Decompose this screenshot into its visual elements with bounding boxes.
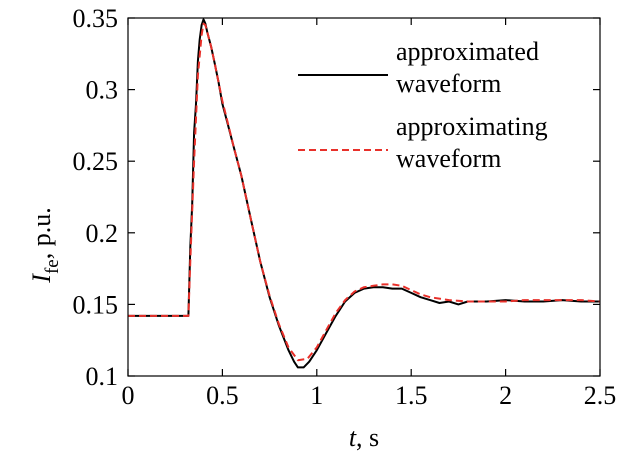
- y-tick-label: 0.35: [73, 4, 119, 33]
- x-tick-label: 0.5: [206, 381, 239, 410]
- legend-label-2: waveform: [396, 144, 501, 173]
- x-tick-label: 1: [310, 381, 323, 410]
- y-tick-label: 0.1: [86, 362, 119, 391]
- y-axis-label: Ife, p.u.: [27, 207, 63, 283]
- series-line-2: [128, 22, 601, 362]
- x-tick-label: 2.5: [584, 381, 617, 410]
- legend-label-1: waveform: [396, 69, 501, 98]
- x-tick-label: 1.5: [395, 381, 428, 410]
- series-line-1: [128, 18, 600, 369]
- x-tick-label: 0: [122, 381, 135, 410]
- legend-label-1: approximated: [396, 37, 539, 66]
- y-tick-label: 0.2: [86, 219, 119, 248]
- y-tick-label: 0.15: [73, 290, 119, 319]
- x-axis-label: t, s: [349, 423, 379, 452]
- plot-frame: [127, 17, 601, 377]
- legend-label-2: approximating: [396, 112, 548, 141]
- y-tick-label: 0.3: [86, 76, 119, 105]
- x-tick-label: 2: [499, 381, 512, 410]
- y-tick-label: 0.25: [73, 147, 119, 176]
